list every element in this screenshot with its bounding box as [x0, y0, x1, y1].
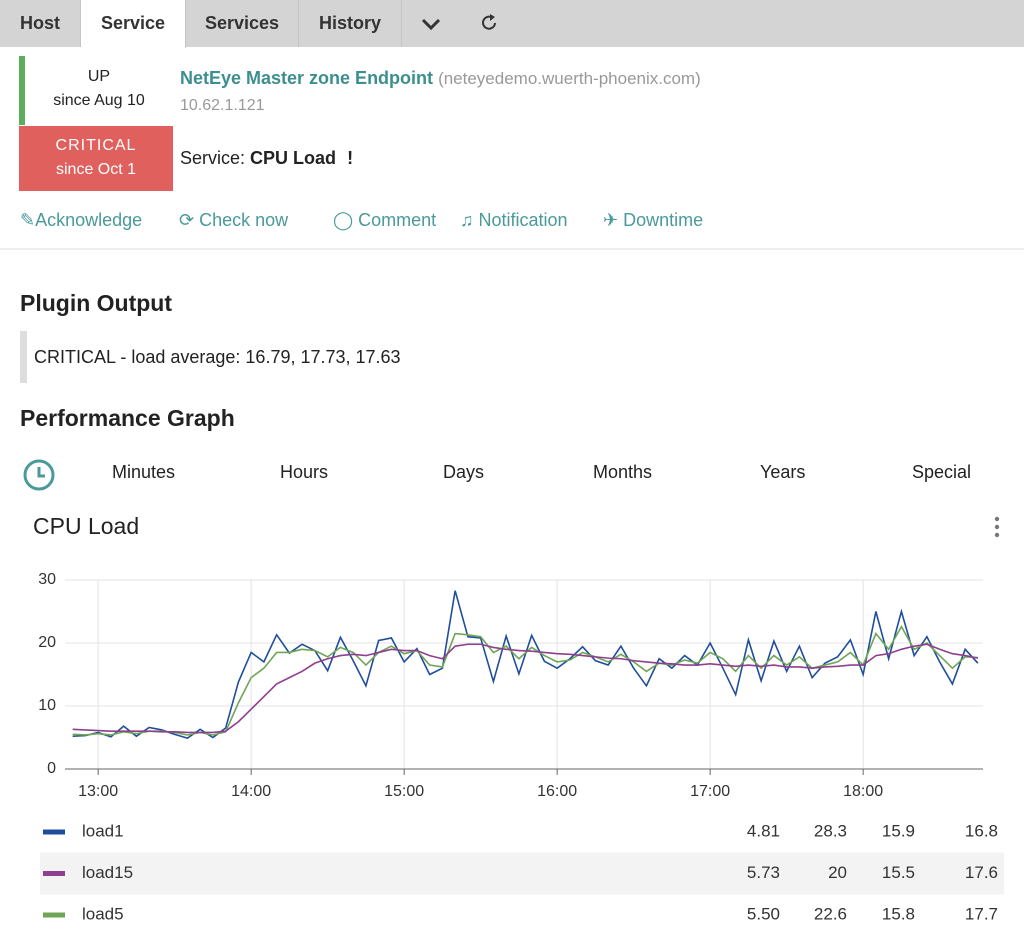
legend-stat: 17.7 [965, 904, 998, 923]
host-state-text: UP [87, 68, 111, 85]
refresh-icon[interactable] [478, 12, 500, 34]
action-label: Notification [478, 210, 568, 230]
service-state: CRITICAL since Oct 1 [19, 126, 173, 191]
legend-stat: 17.6 [965, 863, 998, 882]
tab-bar: Host Service Services History [0, 0, 1024, 48]
legend-label: load1 [82, 821, 124, 840]
service-name: CPU Load [250, 148, 337, 168]
action-comment[interactable]: ◯ Comment [333, 210, 436, 231]
legend-stat: 16.8 [965, 821, 998, 840]
action-label: Downtime [623, 210, 704, 230]
y-tick-label: 20 [38, 634, 56, 651]
action-notification[interactable]: ♫ Notification [460, 210, 568, 231]
host-fqdn: (neteyedemo.wuerth-phoenix.com) [438, 69, 701, 88]
x-tick-label: 14:00 [231, 783, 271, 800]
icon: ◯ [333, 210, 359, 230]
menu-icon[interactable] [994, 516, 1000, 538]
legend-stat: 4.81 [747, 821, 780, 840]
action-acknowledge[interactable]: ✎Acknowledge [20, 210, 142, 231]
series-line [72, 624, 978, 736]
icon: ✈ [603, 210, 624, 230]
x-tick-label: 16:00 [537, 783, 577, 800]
legend-swatch [43, 871, 65, 876]
host-line: NetEye Master zone Endpoint (neteyedemo.… [180, 68, 701, 89]
icon: ✎ [20, 210, 36, 230]
tab[interactable]: Services [186, 0, 299, 47]
legend-stat: 28.3 [814, 821, 847, 840]
legend-stat: 5.73 [747, 863, 780, 882]
service-line: Service: CPU Load ! [180, 148, 353, 169]
legend-stat: 15.5 [882, 863, 915, 882]
range[interactable]: Years [760, 462, 806, 482]
chart-title: CPU Load [33, 513, 139, 539]
series-line [72, 643, 979, 734]
service-flag: ! [347, 148, 354, 168]
quote-bar [20, 331, 27, 383]
legend-stat: 15.9 [882, 821, 915, 840]
clock-icon[interactable] [22, 458, 56, 492]
plugin-output: CRITICAL - load average: 16.79, 17.73, 1… [34, 347, 401, 367]
legend-swatch [43, 912, 65, 918]
range[interactable]: Special [912, 462, 972, 482]
dropdown-icon[interactable] [420, 14, 442, 34]
action-label: Comment [358, 210, 437, 230]
legend-swatch [43, 829, 65, 835]
legend-label: load15 [82, 863, 133, 882]
action-label: Check now [199, 210, 289, 230]
y-tick-label: 0 [47, 760, 56, 777]
section-heading: Plugin Output [20, 290, 173, 316]
host-since: since Aug 10 [53, 92, 145, 109]
icon: ⟳ [179, 210, 200, 230]
tab[interactable]: Host [0, 0, 81, 47]
tab[interactable]: History [299, 0, 402, 47]
action-label: Acknowledge [35, 210, 143, 230]
action-check-now[interactable]: ⟳ Check now [179, 210, 288, 231]
host-address: 10.62.1.121 [180, 97, 265, 114]
x-tick-label: 15:00 [384, 783, 424, 800]
range[interactable]: Minutes [112, 462, 176, 482]
host-state: UP since Aug 10 [19, 56, 173, 125]
service-since: since Oct 1 [55, 161, 137, 178]
service-state-text: CRITICAL [55, 137, 137, 154]
legend-row-bg [40, 852, 1004, 895]
legend-stat: 5.50 [747, 904, 780, 923]
y-tick-label: 30 [38, 571, 56, 588]
legend-label: load5 [82, 904, 124, 923]
range[interactable]: Months [593, 462, 653, 482]
x-tick-label: 18:00 [843, 783, 883, 800]
x-tick-label: 13:00 [78, 783, 118, 800]
action-downtime[interactable]: ✈ Downtime [603, 210, 703, 231]
legend-stat: 22.6 [814, 904, 847, 923]
section-heading: Performance Graph [20, 405, 235, 431]
chart: CPU Load 0 10 20 30 13:00 14:00 15:00 16:00 17:0… [33, 513, 1004, 923]
legend-stat: 15.8 [882, 904, 915, 923]
series-line [72, 590, 979, 740]
divider [0, 248, 1024, 250]
icon: ♫ [460, 210, 479, 230]
x-tick-label: 17:00 [690, 783, 730, 800]
legend-stat: 20 [828, 863, 847, 882]
service-label: Service: [180, 148, 246, 168]
range[interactable]: Hours [280, 462, 329, 482]
range[interactable]: Days [443, 462, 485, 482]
y-tick-label: 10 [38, 697, 56, 714]
tab-active[interactable]: Service [81, 0, 186, 48]
host-name[interactable]: NetEye Master zone Endpoint [180, 68, 434, 88]
